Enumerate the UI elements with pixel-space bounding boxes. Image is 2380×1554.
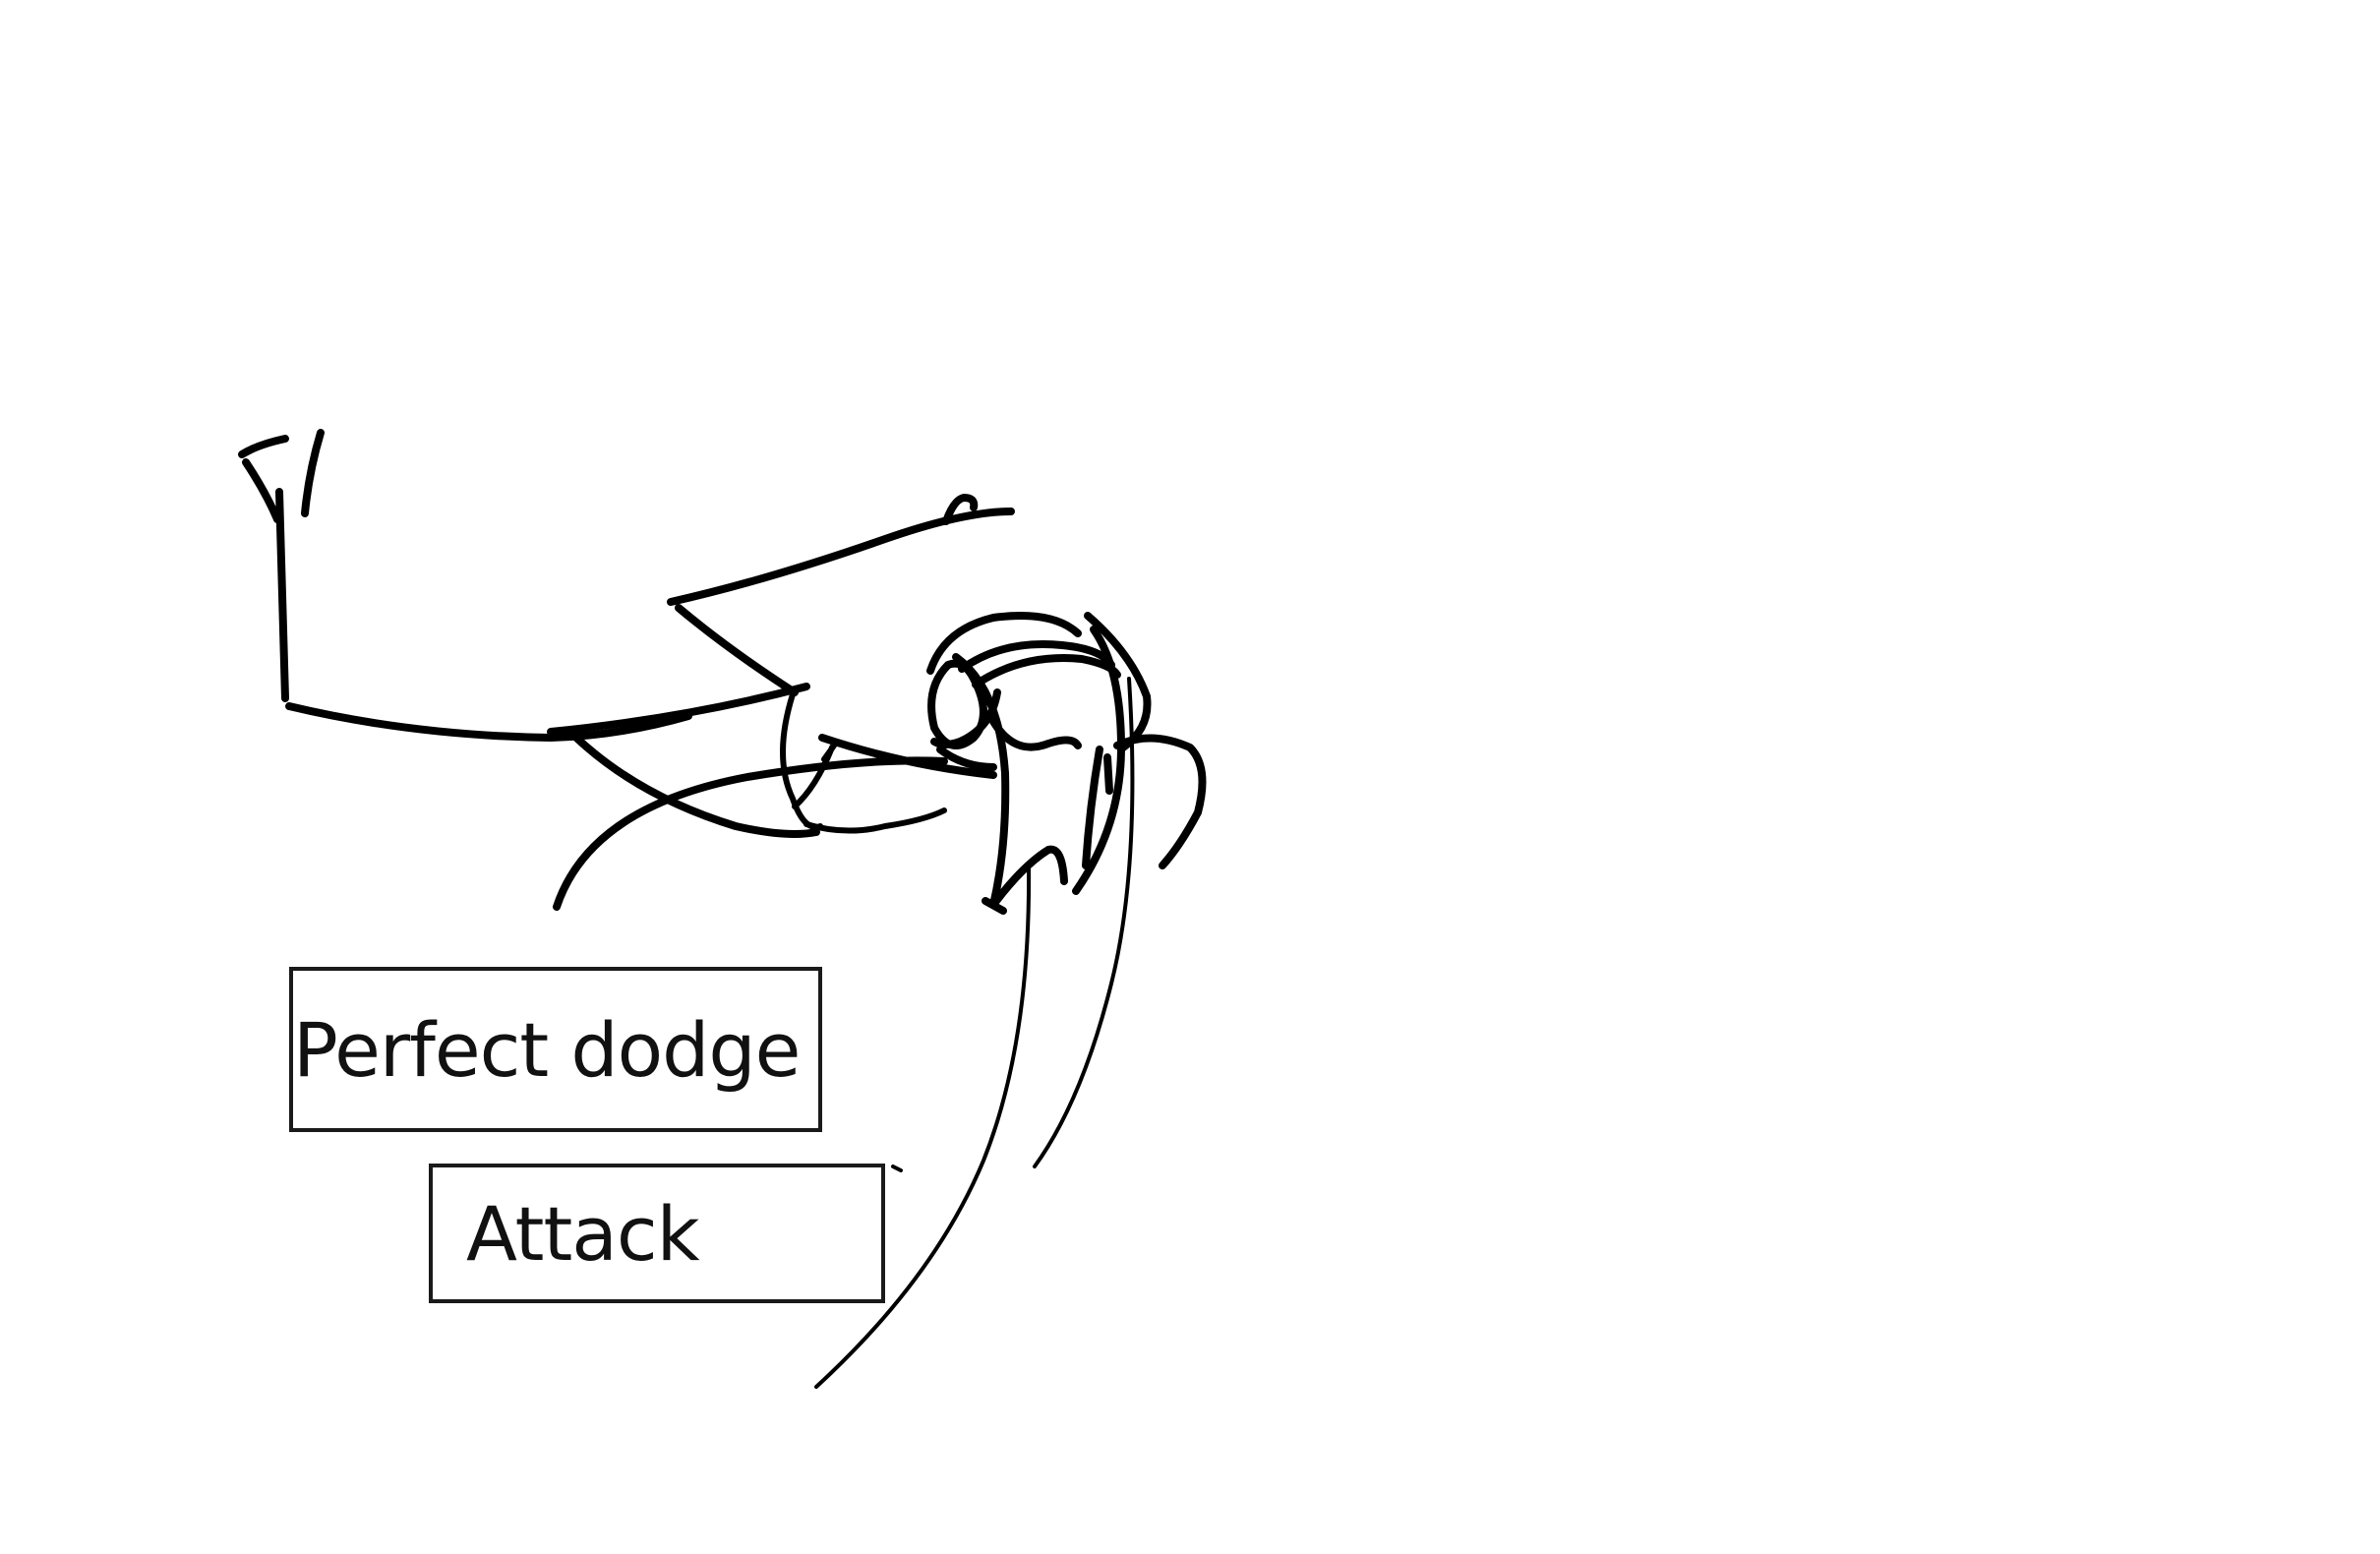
enemy-finger-left xyxy=(242,458,281,523)
enemy-sweep-arc xyxy=(553,756,948,911)
player-face xyxy=(987,714,1082,751)
enemy-second-arm xyxy=(547,683,810,736)
player-inner-line xyxy=(1082,746,1103,869)
player-shoulder xyxy=(1084,612,1152,751)
player-arm-across xyxy=(818,734,997,779)
player-hair xyxy=(958,640,1115,673)
motion-trail-right xyxy=(1033,677,1135,1168)
enemy-hand-top xyxy=(238,435,289,458)
enemy-finger-right xyxy=(301,429,325,517)
player-legs xyxy=(989,845,1068,909)
enemy-leg-curl xyxy=(780,691,823,830)
player-hair-2 xyxy=(972,654,1121,688)
enemy-forearm xyxy=(285,702,692,742)
enemy-leg-back xyxy=(572,734,820,838)
enemy-foot xyxy=(803,807,947,834)
player-arm-right xyxy=(1113,734,1207,869)
enemy-upper-arm xyxy=(275,488,289,702)
player-hand xyxy=(936,746,997,771)
enemy-knee xyxy=(792,742,838,809)
enemy-figure xyxy=(238,429,1015,911)
player-arm-joint xyxy=(1103,753,1113,795)
enemy-spear xyxy=(667,508,1015,606)
perfect-dodge-button[interactable]: Perfect dodge xyxy=(289,967,822,1132)
motion-mark xyxy=(891,1165,903,1172)
enemy-spear-tip xyxy=(942,494,979,525)
enemy-torso xyxy=(675,604,799,696)
player-torso-left xyxy=(952,653,1010,909)
motion-trail-left xyxy=(814,864,1032,1389)
player-head-top xyxy=(926,612,1082,675)
perfect-dodge-label: Perfect dodge xyxy=(293,1005,801,1094)
player-foot xyxy=(982,897,1007,915)
attack-button[interactable]: Attack xyxy=(429,1164,885,1303)
player-figure xyxy=(814,612,1207,1389)
attack-label: Attack xyxy=(466,1189,700,1278)
